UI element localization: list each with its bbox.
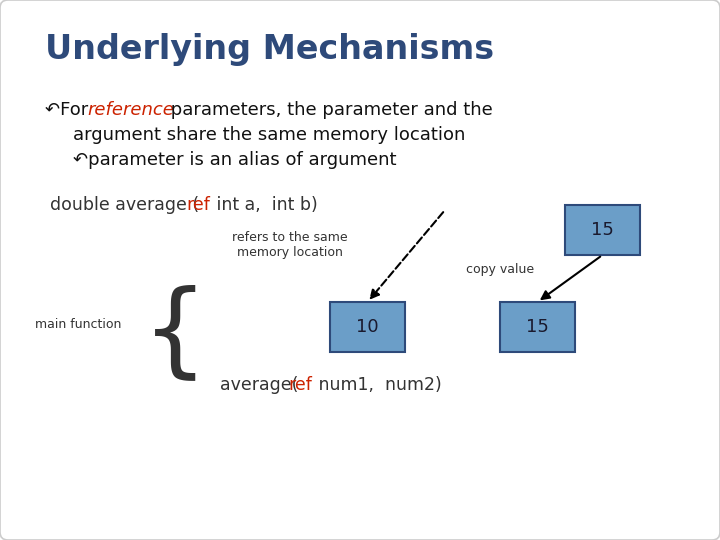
Text: ref: ref xyxy=(288,376,312,394)
Text: average(: average( xyxy=(220,376,298,394)
Text: 15: 15 xyxy=(526,318,549,336)
Text: ref: ref xyxy=(186,196,210,214)
Text: int a,  int b): int a, int b) xyxy=(211,196,318,214)
Text: main function: main function xyxy=(35,319,122,332)
FancyBboxPatch shape xyxy=(330,302,405,352)
Text: argument share the same memory location: argument share the same memory location xyxy=(73,126,465,144)
Text: 15: 15 xyxy=(591,221,614,239)
FancyBboxPatch shape xyxy=(500,302,575,352)
FancyBboxPatch shape xyxy=(565,205,640,255)
Text: reference: reference xyxy=(87,101,174,119)
Text: Underlying Mechanisms: Underlying Mechanisms xyxy=(45,33,494,66)
Text: refers to the same
memory location: refers to the same memory location xyxy=(232,231,348,259)
Text: ↶parameter is an alias of argument: ↶parameter is an alias of argument xyxy=(73,151,397,169)
Text: ↶For: ↶For xyxy=(45,101,94,119)
Text: {: { xyxy=(142,285,208,386)
Text: double average (: double average ( xyxy=(50,196,199,214)
Text: 10: 10 xyxy=(356,318,379,336)
Text: num1,  num2): num1, num2) xyxy=(313,376,442,394)
FancyArrowPatch shape xyxy=(541,256,600,299)
Text: copy value: copy value xyxy=(466,264,534,276)
FancyArrowPatch shape xyxy=(371,212,444,298)
Text: parameters, the parameter and the: parameters, the parameter and the xyxy=(165,101,492,119)
